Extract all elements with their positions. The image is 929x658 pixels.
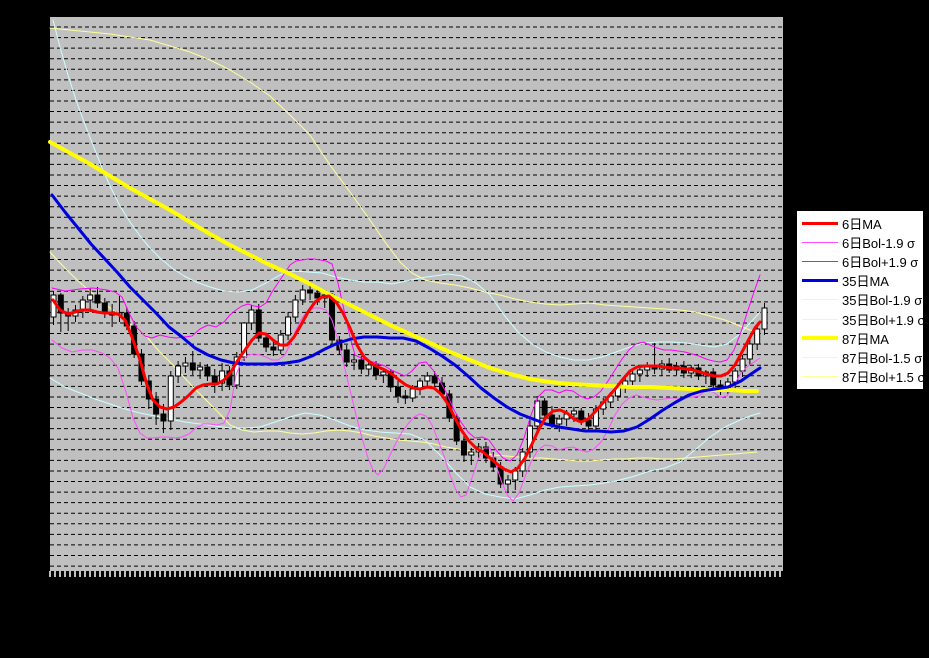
candle-body (270, 346, 277, 351)
legend-item-label: 6日Bol+1.9 σ (842, 255, 919, 271)
plot-area (50, 17, 783, 571)
candle-body (248, 309, 255, 324)
candle-body (541, 400, 548, 416)
legend-item-label: 87日Bol-1.5 σ (842, 350, 923, 366)
series-6日Bol-1.9 σ (51, 307, 761, 502)
legend-line-swatch-icon (802, 336, 838, 341)
candle-body (285, 316, 292, 336)
candle-body (87, 294, 94, 301)
series-87日MA (48, 140, 759, 393)
legend-item: 87日MA (797, 329, 923, 348)
legend-line-swatch-icon (802, 375, 838, 377)
candle-body (299, 289, 306, 301)
candle-body (94, 294, 101, 304)
candle-body (57, 294, 64, 314)
candle-body (241, 322, 248, 358)
series-6日Bol+1.9 σ (51, 258, 761, 462)
legend-item: 35日Bol+1.9 σ (797, 310, 926, 329)
candle-body (167, 375, 174, 422)
legend-item: 6日MA (797, 214, 923, 233)
candle-body (636, 369, 643, 375)
legend-item: 6日Bol+1.9 σ (797, 252, 923, 271)
series-35日Bol+1.9 σ (52, 19, 761, 361)
legend-item: 35日Bol-1.9 σ (797, 290, 923, 309)
candle-body (50, 294, 57, 318)
candle-body (409, 388, 416, 399)
candle-body (761, 307, 768, 330)
candle-body (629, 373, 636, 382)
legend-item-label: 35日MA (842, 274, 889, 290)
candle-body (182, 362, 189, 367)
candle-body (380, 371, 387, 376)
candle-body (431, 375, 438, 384)
candle-body (710, 371, 717, 386)
legend-line-swatch-icon (802, 242, 838, 244)
candle-body (578, 410, 585, 421)
legend-item-label: 87日Bol+1.5 σ (842, 369, 926, 385)
candle-body (365, 364, 372, 370)
candle-body (358, 359, 365, 370)
candle-body (548, 414, 555, 425)
series-35日MA (50, 193, 762, 434)
candle-body (175, 365, 182, 377)
candle-body (307, 289, 314, 294)
legend-item-label: 6日Bol-1.9 σ (842, 236, 916, 252)
legend-item: 6日Bol-1.9 σ (797, 233, 923, 252)
candle-body (556, 418, 563, 425)
legend-item-label: 35日Bol+1.9 σ (842, 312, 926, 328)
candle-body (570, 410, 577, 415)
legend-line-swatch-icon (802, 318, 838, 320)
legend-item: 35日MA (797, 271, 923, 290)
legend-item-label: 6日MA (842, 217, 882, 233)
legend-line-swatch-icon (802, 299, 838, 301)
legend-line-swatch-icon (802, 356, 838, 358)
series-87日Bol-1.5 σ (49, 251, 758, 462)
candle-body (746, 343, 753, 360)
candle-body (233, 356, 240, 386)
candle-body (160, 413, 167, 422)
candle-body (343, 349, 350, 363)
candle-body (314, 292, 321, 299)
candle-body (219, 370, 226, 384)
candle-body (468, 451, 475, 456)
candle-body (204, 366, 211, 377)
candle-body (351, 359, 358, 363)
candle-body (255, 309, 262, 339)
legend-item-label: 35日Bol-1.9 σ (842, 293, 923, 309)
candle-body (189, 362, 196, 371)
candle-body (534, 400, 541, 427)
series-6日MA (51, 294, 762, 474)
legend-item: 87日Bol+1.5 σ (797, 367, 926, 386)
candle-body (211, 375, 218, 384)
candle-body (424, 375, 431, 382)
candle-body (402, 395, 409, 399)
legend-item-label: 87日MA (842, 331, 889, 347)
candle-body (754, 328, 761, 345)
candle-body (526, 425, 533, 453)
chart-legend: 6日MA 6日Bol-1.9 σ 6日Bol+1.9 σ 35日MA 35日Bol-1.… (796, 210, 926, 390)
candle-body (101, 302, 108, 313)
series-87日Bol+1.5 σ (49, 27, 761, 334)
candle-body (504, 479, 511, 485)
candle-body (512, 470, 519, 481)
candle-body (197, 366, 204, 371)
legend-line-swatch-icon (802, 222, 838, 226)
legend-line-swatch-icon (802, 279, 838, 283)
candle-body (395, 386, 402, 397)
legend-item: 87日Bol-1.5 σ (797, 348, 923, 367)
candle-body (263, 337, 270, 348)
candle-body (292, 299, 299, 318)
candle-body (460, 440, 467, 456)
legend-line-swatch-icon (802, 261, 838, 263)
